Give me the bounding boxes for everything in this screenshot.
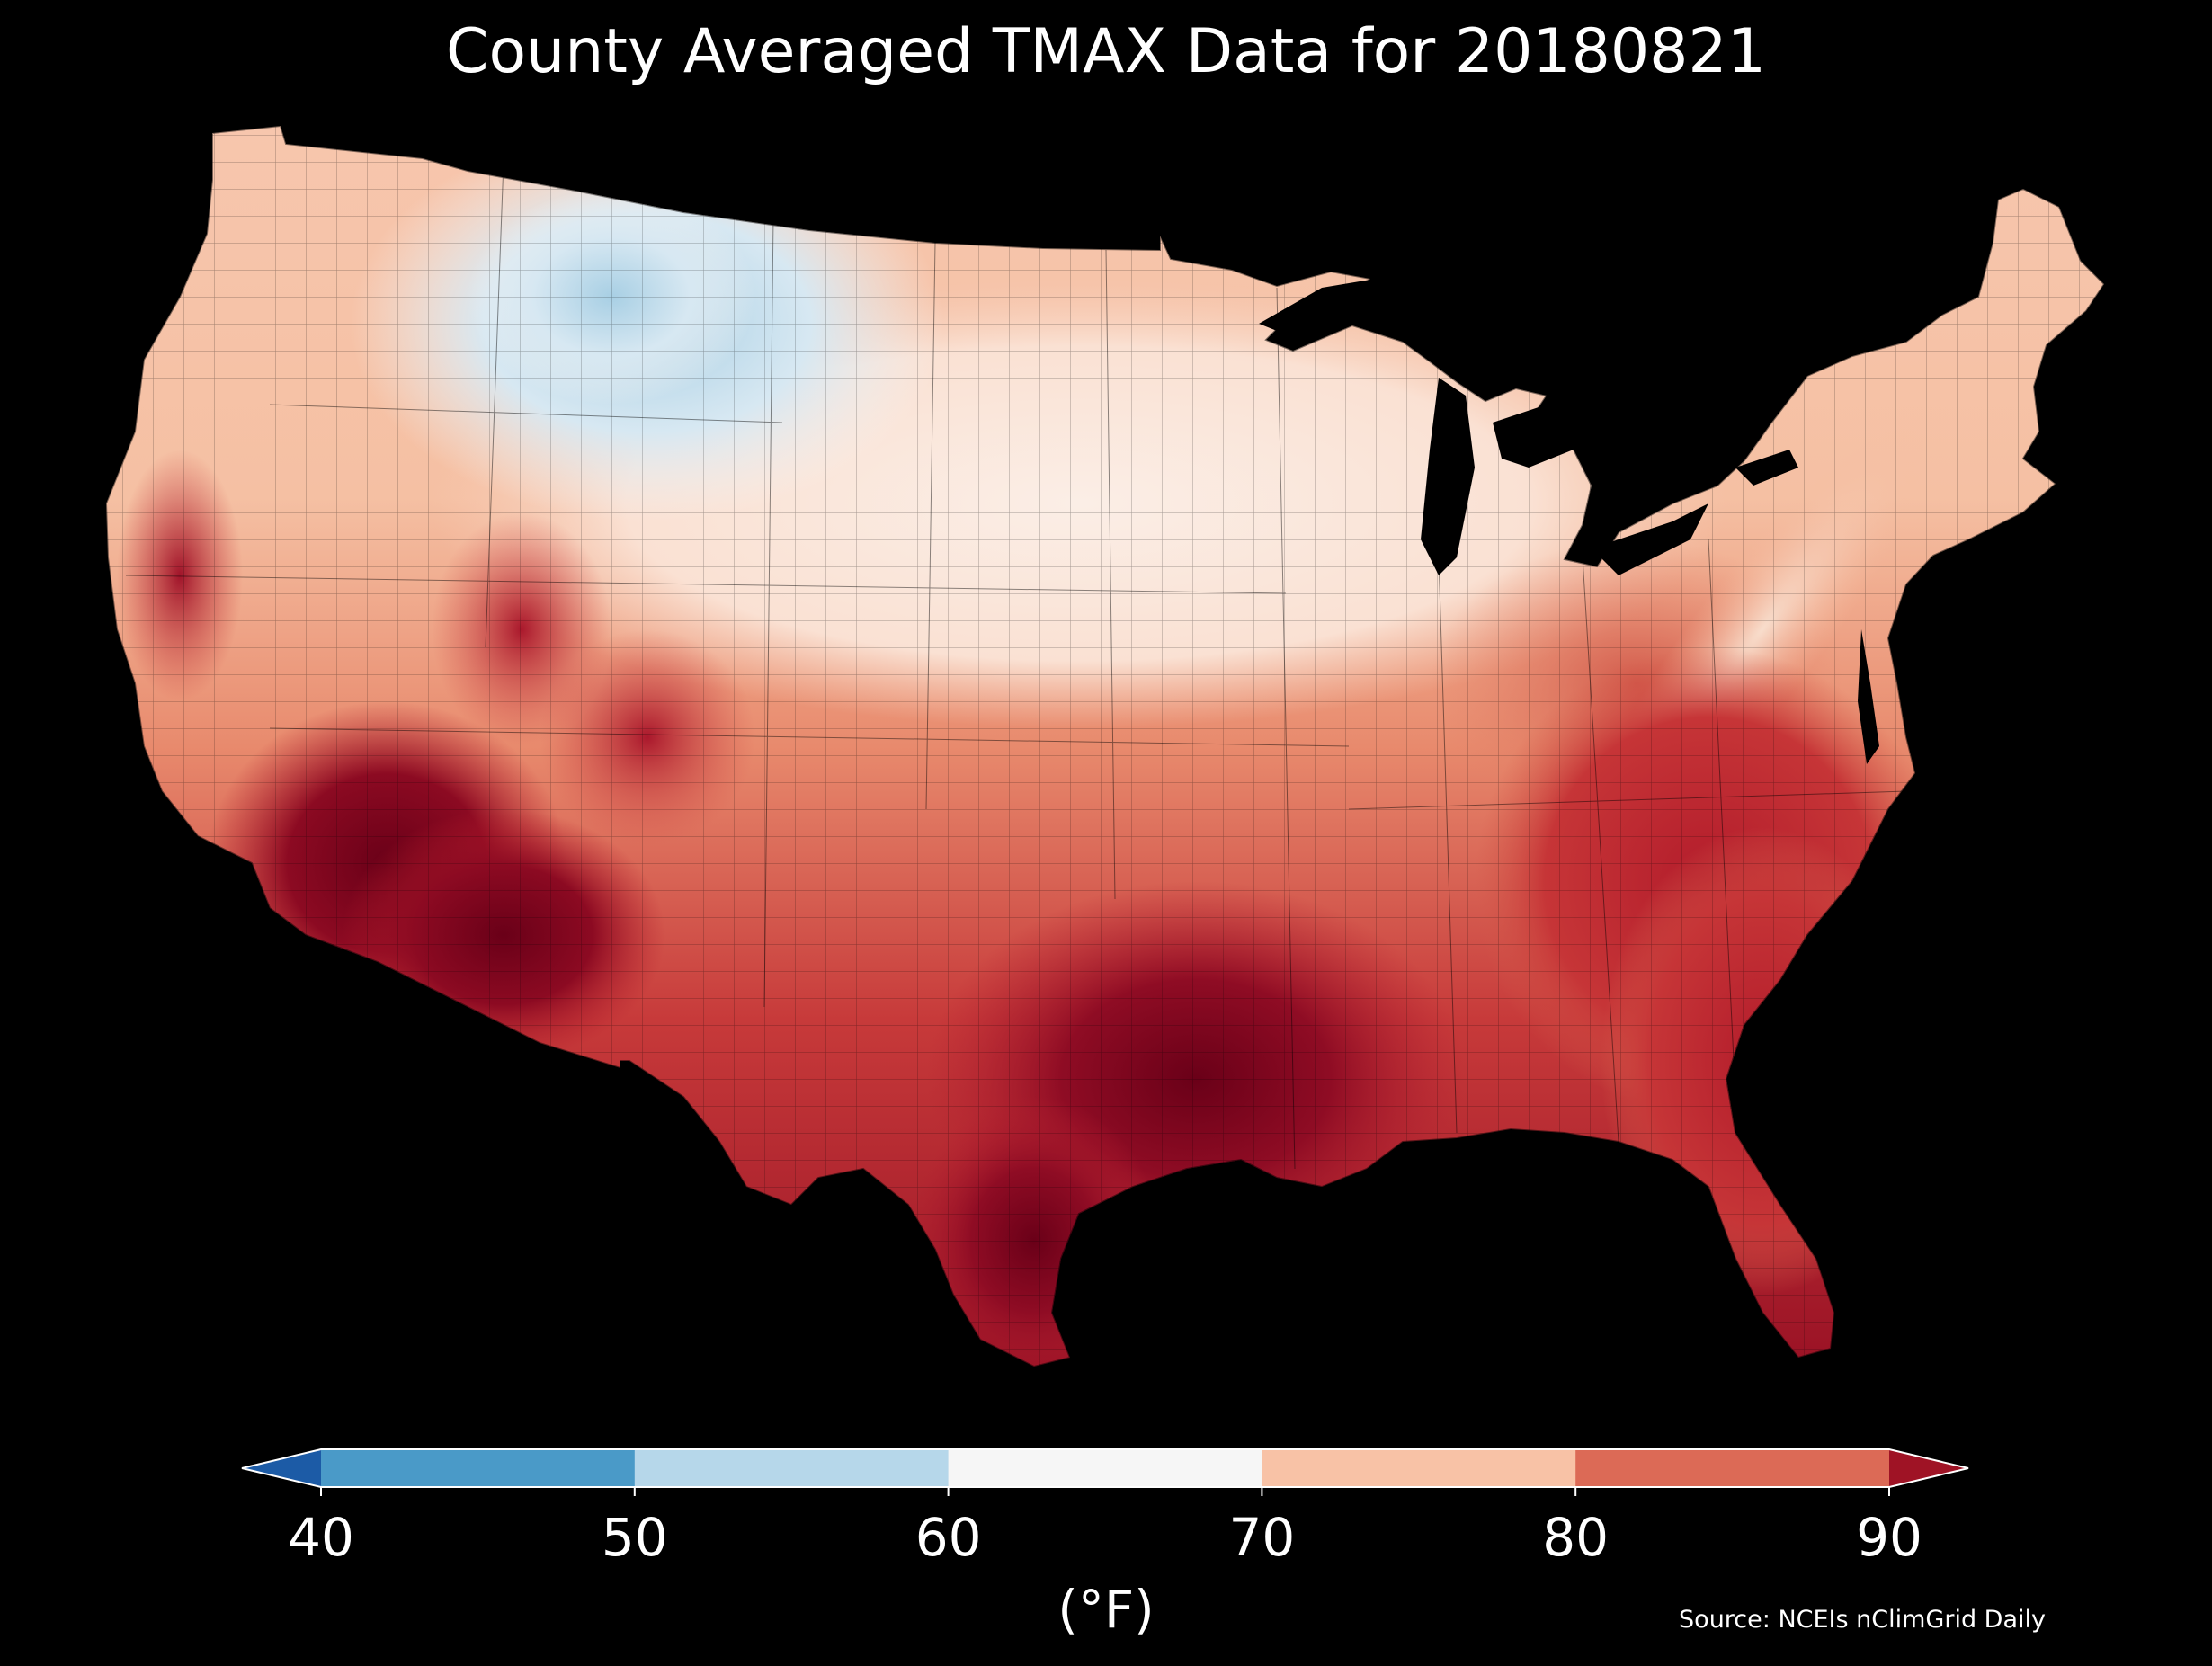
colorbar-extend-high — [1889, 1449, 1968, 1487]
colorbar-segment — [634, 1449, 950, 1487]
map-title: County Averaged TMAX Data for 20180821 — [446, 16, 1766, 87]
colorbar-segment — [1575, 1449, 1890, 1487]
colorbar-ticks: 40 50 60 70 80 90 — [288, 1487, 1922, 1568]
colorbar-segment — [321, 1449, 636, 1487]
colorbar-tick-label: 60 — [915, 1507, 982, 1568]
great-lakes — [1259, 279, 1798, 575]
chesapeake-bay — [1858, 629, 1879, 764]
colorbar-tick-label: 50 — [602, 1507, 668, 1568]
colorbar-units-label: (°F) — [1057, 1579, 1155, 1640]
colorbar-extend-low — [242, 1449, 321, 1487]
us-county-choropleth — [105, 125, 2105, 1368]
colorbar-segment — [948, 1449, 1262, 1487]
source-label: Source: NCEIs nClimGrid Daily — [1679, 1606, 2046, 1634]
colorbar-tick-label: 80 — [1542, 1507, 1609, 1568]
colorbar-segment — [1262, 1449, 1576, 1487]
colorbar-tick-label: 70 — [1228, 1507, 1295, 1568]
colorbar-tick-label: 90 — [1856, 1507, 1922, 1568]
colorbar — [241, 1448, 1969, 1488]
colorbar-tick-label: 40 — [288, 1507, 354, 1568]
